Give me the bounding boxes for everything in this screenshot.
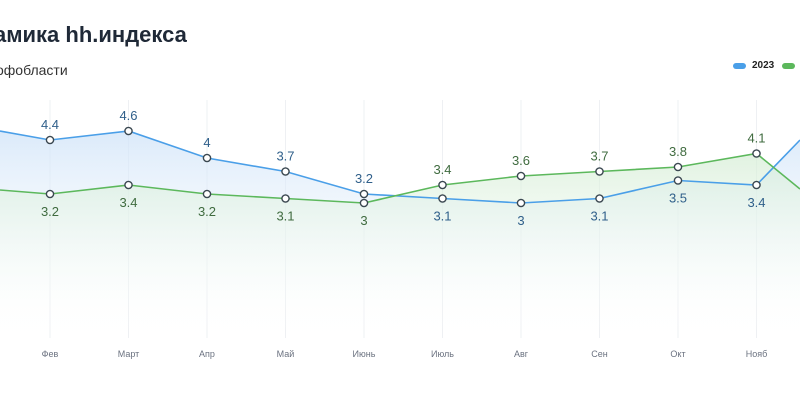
- series-points: [45, 126, 761, 208]
- data-label: 3.2: [355, 171, 373, 186]
- legend-item-2023[interactable]: 2023: [733, 60, 774, 71]
- data-label: 4.4: [41, 117, 59, 132]
- data-point: [595, 167, 604, 176]
- data-point: [124, 180, 133, 190]
- data-point: [438, 180, 447, 190]
- data-label: 3.1: [276, 209, 294, 224]
- data-point: [45, 189, 55, 199]
- x-tick-label: Апр: [199, 349, 215, 359]
- data-label: 3.8: [669, 144, 687, 159]
- data-label: 3.7: [590, 149, 608, 164]
- series-line: [0, 152, 800, 204]
- data-point: [45, 135, 55, 145]
- legend-item-second[interactable]: [782, 62, 796, 69]
- data-label: 3.6: [512, 153, 530, 168]
- data-point: [752, 180, 761, 190]
- data-label: 4.6: [119, 108, 137, 123]
- data-point: [673, 176, 683, 185]
- data-label: 4: [203, 135, 210, 150]
- data-label: 3.4: [119, 195, 137, 210]
- data-point: [438, 194, 447, 203]
- x-tick-label: Окт: [670, 349, 685, 359]
- data-label: 3.5: [669, 191, 687, 206]
- data-label: 3.2: [41, 204, 59, 219]
- legend-swatch-2023: [733, 62, 746, 69]
- data-label: 3.4: [433, 162, 451, 177]
- chart-subtitle: офобласти: [0, 62, 68, 78]
- data-point: [359, 189, 369, 199]
- data-label: 3.4: [747, 195, 765, 210]
- legend: 2023: [733, 60, 796, 71]
- x-tick-label: Июль: [431, 349, 454, 359]
- data-label: 3: [360, 213, 367, 228]
- x-tick-label: Сен: [591, 349, 608, 359]
- series-lines: [0, 130, 800, 204]
- x-tick-label: Фев: [42, 349, 59, 359]
- data-point: [595, 194, 604, 203]
- data-point: [752, 149, 761, 158]
- data-label: 3.7: [276, 149, 294, 164]
- data-point: [281, 167, 290, 176]
- legend-label-2023: 2023: [752, 60, 775, 71]
- data-label: 3.2: [198, 204, 216, 219]
- data-point: [124, 126, 133, 136]
- data-point: [516, 198, 526, 208]
- data-label: 4.1: [747, 131, 765, 146]
- data-point: [202, 189, 212, 199]
- data-point: [202, 153, 212, 163]
- data-point: [281, 194, 290, 203]
- x-tick-label: Авг: [514, 349, 529, 359]
- chart-title: амика hh.индекса: [0, 22, 187, 47]
- x-tick-label: Март: [118, 349, 140, 359]
- data-label: 3.1: [433, 209, 451, 224]
- series-areas: [0, 131, 800, 338]
- x-tick-label: Май: [277, 349, 295, 359]
- x-tick-label: Июнь: [353, 349, 376, 359]
- data-label: 3.1: [590, 209, 608, 224]
- data-point: [516, 171, 526, 181]
- x-axis-labels: Фев Март Апр Май Июнь Июль Авг Сен Окт Нояб: [42, 349, 768, 359]
- series-line: [0, 130, 800, 204]
- x-tick-label: Нояб: [746, 349, 768, 359]
- data-point: [359, 198, 369, 208]
- data-point: [673, 162, 683, 172]
- data-labels: 4.4 4.6 4 3.7 3.2 3.1 3 3.1 3.5 3.4 3.2 3.4 3.2 3.1 3 3…: [41, 108, 766, 228]
- data-label: 3: [517, 213, 524, 228]
- legend-swatch-second: [782, 62, 796, 69]
